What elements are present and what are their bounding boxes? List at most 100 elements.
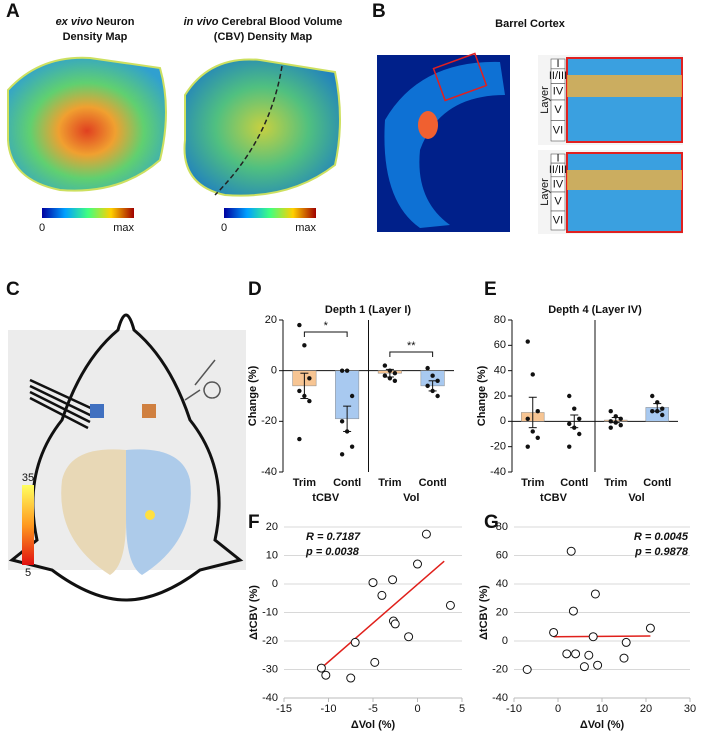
x-tick-label: 5: [459, 703, 465, 715]
x-tick-label: -15: [276, 703, 292, 715]
x-tick-label: 30: [684, 703, 696, 715]
x-tick-label: Trim: [604, 477, 627, 489]
y-tick-label: -20: [490, 441, 506, 453]
data-point: [344, 368, 350, 373]
x-tick-label: -5: [368, 703, 378, 715]
data-point: [307, 376, 312, 381]
scale-label: max: [113, 222, 134, 234]
data-point: [650, 393, 655, 399]
inset-image: [566, 57, 683, 143]
data-point: [593, 660, 603, 670]
data-point: [590, 589, 600, 599]
panel-label: C: [6, 279, 20, 300]
layer-label: IV: [553, 86, 564, 98]
x-tick-label: Trim: [521, 477, 544, 489]
data-point: [549, 627, 559, 637]
fit-line: [319, 560, 445, 671]
data-point: [382, 363, 388, 368]
data-point: [404, 632, 414, 642]
colorbar: [22, 485, 34, 565]
whisker-pad: [142, 404, 156, 418]
data-point: [339, 419, 345, 424]
data-point: [339, 368, 345, 373]
y-tick-label: -40: [492, 692, 508, 704]
layer-label: II/III: [549, 164, 567, 176]
data-point: [655, 409, 660, 414]
inset-band: [567, 170, 682, 190]
data-point: [613, 414, 618, 419]
x-tick-label: 20: [640, 703, 652, 715]
y-tick-label: 10: [266, 549, 278, 561]
data-point: [522, 665, 532, 674]
data-point: [368, 578, 378, 588]
data-point: [421, 529, 431, 539]
cbv-map: [183, 58, 341, 197]
data-point: [660, 406, 665, 411]
data-point: [316, 663, 326, 673]
data-point: [650, 409, 655, 414]
mouse-outline: [8, 313, 244, 602]
data-point: [655, 400, 660, 405]
data-point: [572, 425, 577, 430]
significance-bracket: [303, 331, 348, 337]
hotspot: [418, 111, 438, 139]
layer-label: V: [554, 195, 562, 207]
map-title: in vivo Cerebral Blood Volume: [184, 16, 343, 28]
y-tick-label: 20: [265, 314, 277, 326]
data-point: [350, 637, 360, 647]
fit-line: [553, 635, 651, 638]
data-point: [392, 371, 398, 376]
chart-title: Depth 1 (Layer I): [325, 304, 412, 316]
data-point: [425, 383, 430, 389]
x-tick-label: 0: [414, 703, 420, 715]
panel-label: A: [6, 1, 20, 22]
data-point: [430, 373, 435, 378]
data-point: [302, 343, 307, 348]
data-point: [577, 416, 582, 421]
whisker-pad: [90, 404, 104, 418]
data-point: [307, 398, 312, 404]
data-point: [660, 412, 665, 418]
data-point: [571, 649, 581, 659]
x-tick-label: 0: [555, 703, 561, 715]
data-point: [525, 339, 530, 344]
data-point: [588, 632, 598, 642]
layer-label: II/III: [549, 70, 567, 82]
y-tick-label: -30: [262, 663, 278, 675]
layer-label: VI: [553, 125, 563, 137]
x-tick-label: Trim: [293, 477, 316, 489]
group-label: tCBV: [312, 492, 340, 504]
group-label: tCBV: [540, 492, 568, 504]
data-point: [445, 600, 455, 610]
map-title: (CBV) Density Map: [214, 31, 313, 43]
data-point: [525, 416, 530, 421]
y-tick-label: -20: [492, 663, 508, 675]
x-tick-label: Contl: [643, 477, 671, 489]
data-point: [535, 409, 540, 414]
group-label: Vol: [403, 492, 419, 504]
scale-label: 0: [221, 222, 227, 234]
colorbar: [224, 208, 316, 218]
data-point: [390, 619, 400, 629]
colorbar: [42, 208, 134, 218]
y-tick-label: -20: [262, 635, 278, 647]
title: Neuron: [96, 16, 135, 28]
colorbar-max: 35: [22, 472, 34, 484]
data-point: [302, 393, 307, 399]
map-title: Density Map: [63, 31, 128, 43]
layer-label: I: [556, 152, 559, 164]
stat-r: R = 0.0045: [634, 531, 689, 543]
data-point: [297, 388, 302, 394]
data-point: [621, 637, 631, 647]
data-point: [562, 649, 572, 659]
x-tick-label: Contl: [560, 477, 588, 489]
panel-label: E: [484, 279, 497, 300]
data-point: [535, 435, 540, 440]
data-point: [572, 406, 577, 411]
y-tick-label: 20: [266, 521, 278, 533]
data-point: [346, 673, 356, 683]
panel-label: D: [248, 279, 262, 300]
roi-box: [432, 52, 488, 102]
y-tick-label: 40: [496, 578, 508, 590]
